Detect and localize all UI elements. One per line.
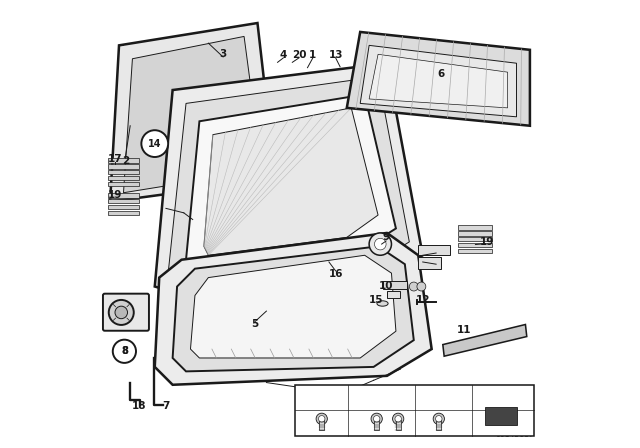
Circle shape	[374, 416, 380, 422]
Circle shape	[113, 340, 136, 363]
Circle shape	[369, 233, 392, 255]
Bar	[108, 181, 139, 186]
Polygon shape	[155, 233, 431, 385]
Bar	[458, 225, 492, 230]
Text: 4: 4	[280, 50, 287, 60]
Text: 8: 8	[121, 346, 128, 356]
Bar	[419, 258, 440, 269]
Circle shape	[316, 413, 327, 424]
Bar	[485, 407, 516, 425]
Text: 14: 14	[315, 389, 328, 399]
Bar	[108, 193, 139, 198]
Circle shape	[433, 413, 444, 424]
Ellipse shape	[377, 301, 388, 306]
Bar	[396, 420, 401, 430]
Circle shape	[436, 416, 442, 422]
Circle shape	[392, 413, 404, 424]
Bar	[108, 176, 139, 180]
Bar	[387, 291, 401, 297]
Text: 2: 2	[122, 156, 129, 167]
Text: 7: 7	[162, 401, 170, 411]
Bar	[374, 420, 379, 430]
Circle shape	[371, 413, 382, 424]
Text: 15: 15	[369, 295, 383, 305]
Circle shape	[319, 416, 325, 422]
Bar	[458, 243, 492, 247]
Polygon shape	[360, 45, 516, 117]
Text: 00145087: 00145087	[495, 430, 534, 439]
Bar	[419, 246, 449, 255]
FancyBboxPatch shape	[103, 294, 149, 331]
Circle shape	[109, 300, 134, 325]
Text: 10: 10	[379, 280, 394, 291]
Bar	[108, 164, 139, 168]
Bar	[436, 420, 441, 430]
Text: 6: 6	[438, 69, 445, 79]
Text: 9: 9	[373, 389, 380, 399]
Polygon shape	[168, 77, 410, 282]
Polygon shape	[124, 36, 262, 193]
Text: 1: 1	[309, 50, 316, 60]
Circle shape	[417, 282, 426, 291]
Polygon shape	[110, 23, 275, 202]
Bar	[383, 281, 407, 289]
Circle shape	[395, 416, 401, 422]
Polygon shape	[443, 324, 527, 356]
Text: 3: 3	[220, 49, 227, 59]
Text: 19: 19	[480, 237, 495, 247]
Bar	[108, 158, 139, 163]
Circle shape	[374, 238, 386, 250]
Bar	[458, 249, 492, 253]
Circle shape	[115, 306, 127, 319]
Bar	[296, 385, 534, 436]
Polygon shape	[369, 54, 508, 108]
Polygon shape	[155, 63, 423, 296]
Polygon shape	[186, 95, 396, 269]
Bar	[108, 211, 139, 215]
Text: 18: 18	[132, 401, 147, 411]
Text: 19: 19	[108, 190, 123, 200]
Bar	[108, 199, 139, 203]
Text: 8: 8	[435, 389, 442, 399]
Text: 14: 14	[148, 138, 161, 149]
Text: 12: 12	[415, 295, 430, 305]
Polygon shape	[173, 246, 414, 371]
Text: 17: 17	[108, 154, 123, 164]
Circle shape	[141, 130, 168, 157]
Bar	[108, 205, 139, 209]
Text: 20: 20	[292, 50, 307, 60]
Bar	[458, 237, 492, 241]
Text: 5: 5	[252, 319, 259, 329]
Bar	[108, 170, 139, 174]
Text: 13: 13	[328, 50, 343, 60]
Circle shape	[410, 282, 419, 291]
Polygon shape	[347, 32, 530, 126]
Bar	[319, 420, 324, 430]
Bar	[458, 231, 492, 236]
Text: 9: 9	[383, 232, 390, 241]
Text: 16: 16	[328, 269, 343, 279]
Text: 8: 8	[121, 346, 128, 356]
Text: 11: 11	[456, 325, 471, 335]
Polygon shape	[204, 108, 378, 255]
Polygon shape	[191, 255, 396, 358]
